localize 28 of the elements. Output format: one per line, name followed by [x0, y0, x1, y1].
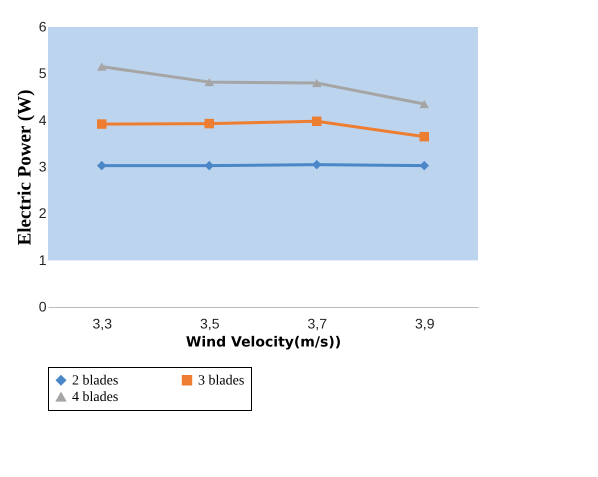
- x-tick-label: 3,5: [200, 316, 220, 332]
- point: [97, 62, 106, 71]
- y-tick-label: 3: [38, 158, 47, 174]
- point: [97, 119, 106, 129]
- x-tick-label: 3,9: [415, 316, 435, 332]
- legend-label: 2 blades: [72, 373, 118, 388]
- point: [312, 78, 322, 88]
- point: [204, 160, 214, 170]
- point: [420, 100, 429, 108]
- legend-label: 3 blades: [198, 373, 244, 388]
- point: [97, 160, 106, 170]
- point: [420, 160, 429, 170]
- y-tick-label: 1: [38, 252, 47, 268]
- point: [312, 160, 322, 170]
- y-tick-label: 0: [38, 298, 47, 314]
- x-tick-label: 3,3: [92, 316, 112, 332]
- point: [204, 78, 214, 86]
- y-axis-title: Electric Power (W): [14, 90, 36, 246]
- x-tick-label: 3,7: [308, 316, 328, 332]
- y-tick-label: 4: [38, 112, 47, 128]
- point: [420, 132, 429, 142]
- point: [204, 118, 214, 128]
- y-tick-label: 6: [38, 18, 47, 34]
- x-axis-title: Wind Velocity(m/s)): [186, 334, 342, 350]
- legend-label: 4 blades: [72, 390, 118, 405]
- y-tick-label: 5: [38, 65, 47, 82]
- point: [312, 116, 322, 126]
- y-tick-label: 2: [38, 205, 47, 222]
